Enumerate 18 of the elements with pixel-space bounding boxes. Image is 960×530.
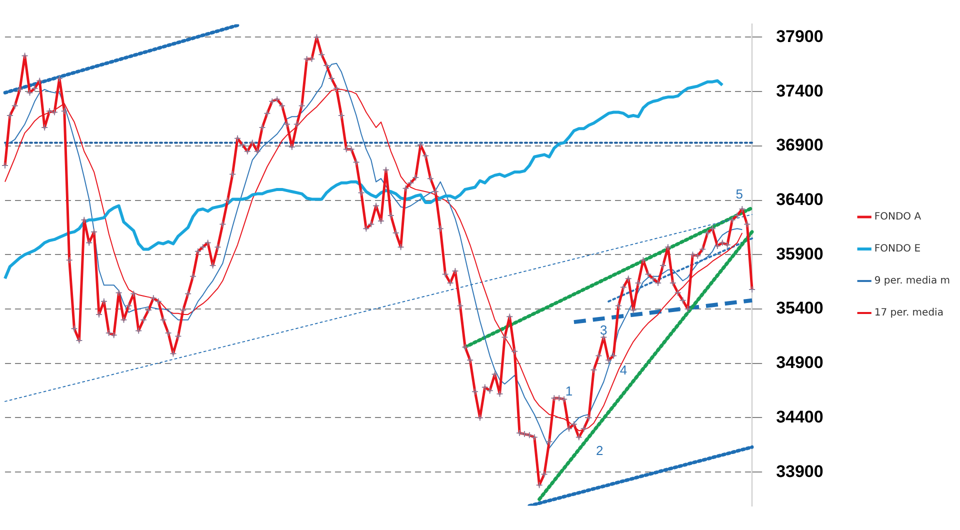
annotation: 1 xyxy=(565,384,573,399)
y-tick-label: 36900 xyxy=(776,136,824,155)
y-tick-label: 35900 xyxy=(776,244,824,264)
y-tick-label: 37400 xyxy=(776,81,824,100)
legend-label: FONDO A xyxy=(874,212,922,223)
y-tick-label: 34900 xyxy=(776,353,824,372)
y-tick-label: 37900 xyxy=(776,26,824,46)
legend-label: 17 per. media xyxy=(874,308,944,319)
y-tick-label: 35400 xyxy=(776,298,824,318)
annotation: 2 xyxy=(596,442,604,458)
y-tick-label: 36400 xyxy=(776,190,824,210)
annotation: 4 xyxy=(620,362,628,378)
y-tick-label: 34400 xyxy=(776,407,824,426)
legend-label: FONDO E xyxy=(874,244,921,255)
y-tick-label: 33900 xyxy=(776,462,824,481)
legend-label: 9 per. media m xyxy=(874,276,950,287)
annotation: 5 xyxy=(736,186,743,202)
annotation: 3 xyxy=(600,322,608,338)
